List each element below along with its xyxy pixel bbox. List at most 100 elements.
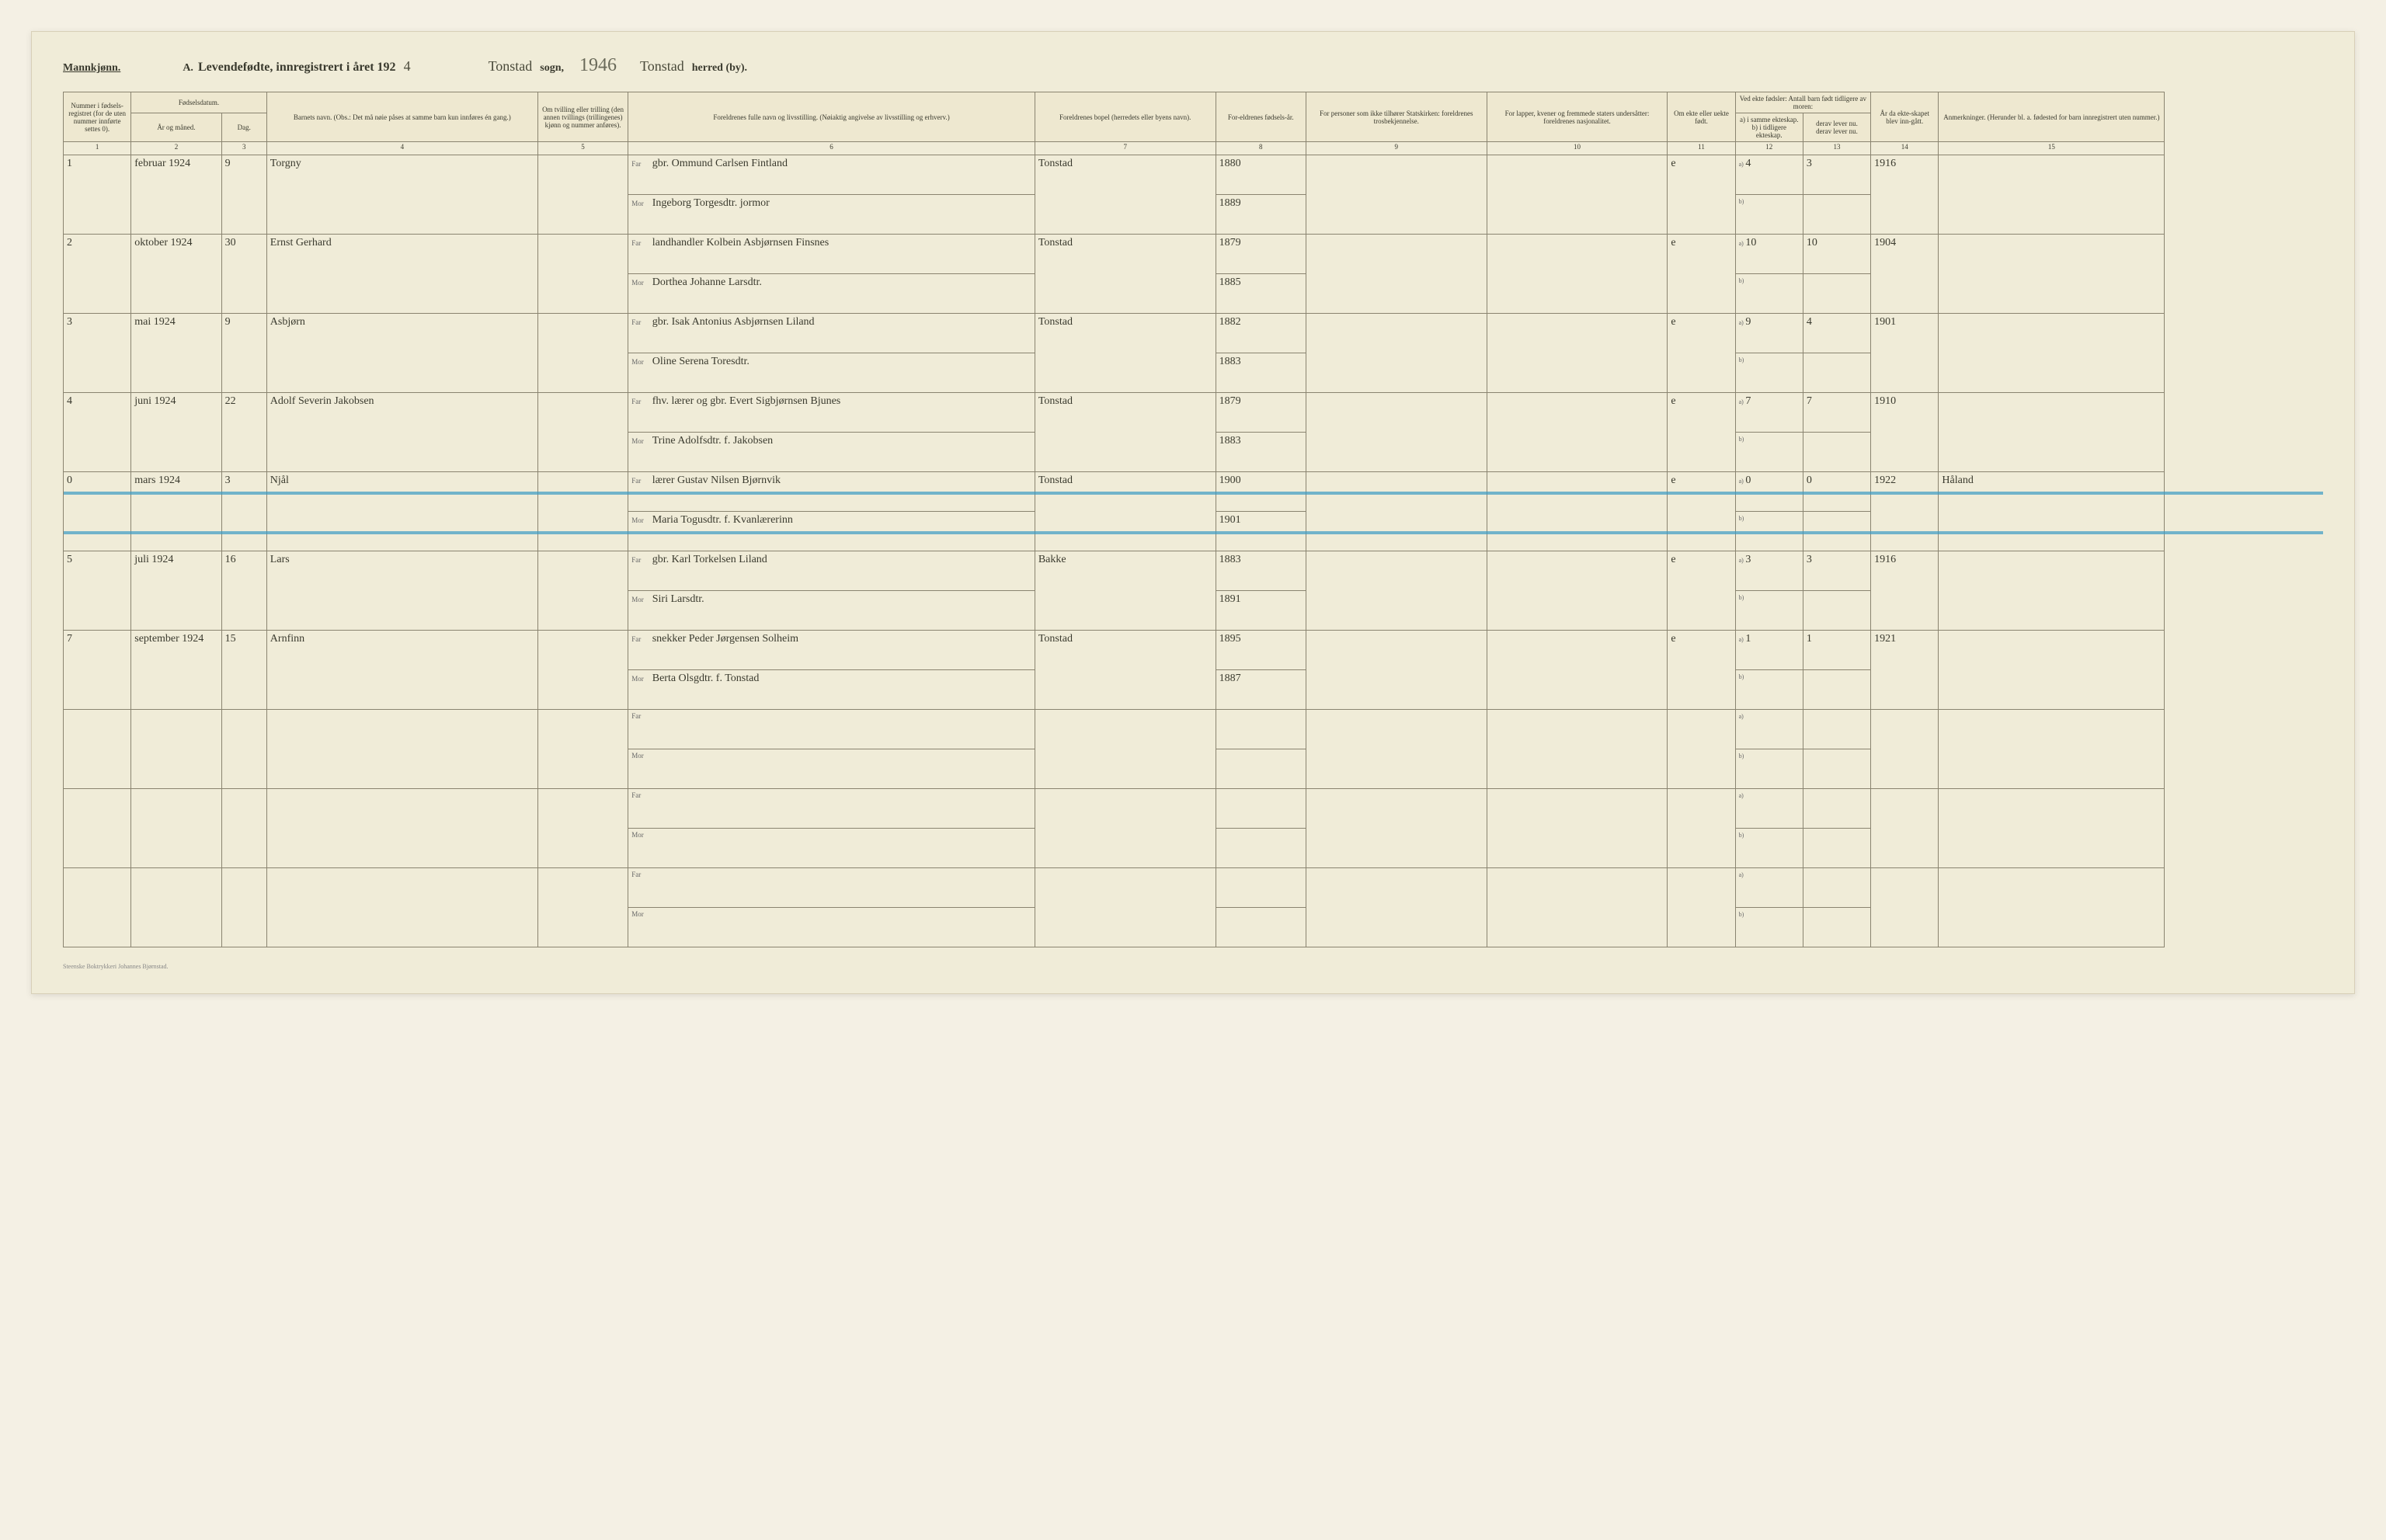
prev-b: b) [1735, 433, 1803, 472]
marriage-year: 1922 [1871, 472, 1939, 551]
mother-birthyear: 1889 [1216, 195, 1306, 235]
table-row: 0mars 19243NjålFar lærer Gustav Nilsen B… [64, 472, 2323, 512]
far-label: Far [631, 160, 650, 168]
entry-day: 9 [221, 155, 266, 235]
child-name: Adolf Severin Jakobsen [266, 393, 537, 472]
ab-b: b) [1739, 832, 1744, 839]
alive-a: 0 [1803, 472, 1870, 512]
remarks [1939, 155, 2165, 235]
father-name: gbr. Isak Antonius Asbjørnsen Liland [652, 316, 815, 328]
gender-label: Mannkjønn. [63, 62, 120, 75]
parish-handwritten: Tonstad [489, 58, 533, 75]
entry-day: 30 [221, 235, 266, 314]
prev-b: b) [1735, 591, 1803, 631]
table-row-empty: Fara) [64, 868, 2323, 908]
mother-cell: Mor Siri Larsdtr. [628, 591, 1035, 631]
entry-number: 3 [64, 314, 131, 393]
col-13: derav lever nu. derav lever nu. [1803, 113, 1870, 142]
father-cell: Far landhandler Kolbein Asbjørnsen Finsn… [628, 235, 1035, 274]
father-cell: Far lærer Gustav Nilsen Bjørnvik [628, 472, 1035, 512]
entry-day: 15 [221, 631, 266, 710]
entry-day: 22 [221, 393, 266, 472]
printer-footer: Steenske Boktrykkeri Johannes Bjørnstad. [63, 963, 2323, 970]
far-label: Far [631, 635, 650, 643]
table-row-empty: Fara) [64, 710, 2323, 749]
table-row: 1februar 19249TorgnyFar gbr. Ommund Carl… [64, 155, 2323, 195]
table-header: Nummer i fødsels-registret (for de uten … [64, 92, 2323, 155]
ab-b: b) [1739, 753, 1744, 760]
col-14: År da ekte-skapet blev inn-gått. [1871, 92, 1939, 142]
col-13b-text: derav lever nu. [1816, 127, 1858, 135]
legitimacy: e [1668, 314, 1735, 393]
residence: Tonstad [1035, 393, 1216, 472]
col-5: Om tvilling eller trilling (den annen tv… [537, 92, 628, 142]
child-name: Asbjørn [266, 314, 537, 393]
marriage-year: 1916 [1871, 551, 1939, 631]
title-main: Levendefødte, innregistrert i året 192 [198, 61, 396, 75]
col-15: Anmerkninger. (Herunder bl. a. fødested … [1939, 92, 2165, 142]
prev-a: a) 7 [1735, 393, 1803, 433]
remarks [1939, 631, 2165, 710]
entry-month: juni 1924 [131, 393, 221, 472]
father-name: fhv. lærer og gbr. Evert Sigbjørnsen Bju… [652, 395, 841, 407]
far-label: Far [631, 477, 650, 485]
mother-name: Berta Olsgdtr. f. Tonstad [652, 673, 760, 684]
mother-birthyear: 1885 [1216, 274, 1306, 314]
pencil-year: 1946 [579, 55, 617, 76]
entry-month: oktober 1924 [131, 235, 221, 314]
colnum: 9 [1306, 142, 1487, 155]
col-11: Om ekte eller uekte født. [1668, 92, 1735, 142]
col-12a-text: a) i samme ekteskap. [1740, 116, 1798, 123]
table-row: 3mai 19249AsbjørnFar gbr. Isak Antonius … [64, 314, 2323, 353]
far-label: Far [631, 791, 650, 799]
mother-name: Siri Larsdtr. [652, 593, 704, 605]
entry-number: 1 [64, 155, 131, 235]
prev-a: a) 4 [1735, 155, 1803, 195]
alive-a: 10 [1803, 235, 1870, 274]
entry-day: 3 [221, 472, 266, 551]
child-name: Lars [266, 551, 537, 631]
child-name: Torgny [266, 155, 537, 235]
col-12a: a) i samme ekteskap. b) i tidligere ekte… [1735, 113, 1803, 142]
father-birthyear: 1882 [1216, 314, 1306, 353]
prev-b: b) [1735, 274, 1803, 314]
mor-label: Mor [631, 358, 650, 366]
mor-label: Mor [631, 279, 650, 287]
entry-number: 2 [64, 235, 131, 314]
legitimacy: e [1668, 472, 1735, 551]
colnum: 15 [1939, 142, 2165, 155]
colnum: 4 [266, 142, 537, 155]
marriage-year: 1921 [1871, 631, 1939, 710]
entry-month: juli 1924 [131, 551, 221, 631]
father-cell: Far fhv. lærer og gbr. Evert Sigbjørnsen… [628, 393, 1035, 433]
table-row: 2oktober 192430Ernst GerhardFar landhand… [64, 235, 2323, 274]
entry-day: 16 [221, 551, 266, 631]
col-12b-text: b) i tidligere ekteskap. [1752, 123, 1787, 139]
father-cell: Far gbr. Isak Antonius Asbjørnsen Liland [628, 314, 1035, 353]
mother-cell: Mor Dorthea Johanne Larsdtr. [628, 274, 1035, 314]
alive-a: 4 [1803, 314, 1870, 353]
col-8: For-eldrenes fødsels-år. [1216, 92, 1306, 142]
child-name: Ernst Gerhard [266, 235, 537, 314]
colnum: 11 [1668, 142, 1735, 155]
far-label: Far [631, 712, 650, 720]
remarks [1939, 235, 2165, 314]
father-birthyear: 1880 [1216, 155, 1306, 195]
entry-number: 4 [64, 393, 131, 472]
col-2a: År og måned. [131, 113, 221, 142]
father-name: gbr. Ommund Carlsen Fintland [652, 158, 788, 169]
entry-number: 7 [64, 631, 131, 710]
residence: Tonstad [1035, 155, 1216, 235]
col-12-group: Ved ekte fødsler: Antall barn født tidli… [1735, 92, 1871, 113]
marriage-year: 1910 [1871, 393, 1939, 472]
prev-a: a) 1 [1735, 631, 1803, 670]
colnum: 2 [131, 142, 221, 155]
alive-a: 3 [1803, 551, 1870, 591]
father-cell: Far snekker Peder Jørgensen Solheim [628, 631, 1035, 670]
col-2b: Dag. [221, 113, 266, 142]
far-label: Far [631, 239, 650, 247]
col-7: Foreldrenes bopel (herredets eller byens… [1035, 92, 1216, 142]
father-birthyear: 1879 [1216, 393, 1306, 433]
remarks: Håland [1939, 472, 2165, 551]
entry-month: mars 1924 [131, 472, 221, 551]
